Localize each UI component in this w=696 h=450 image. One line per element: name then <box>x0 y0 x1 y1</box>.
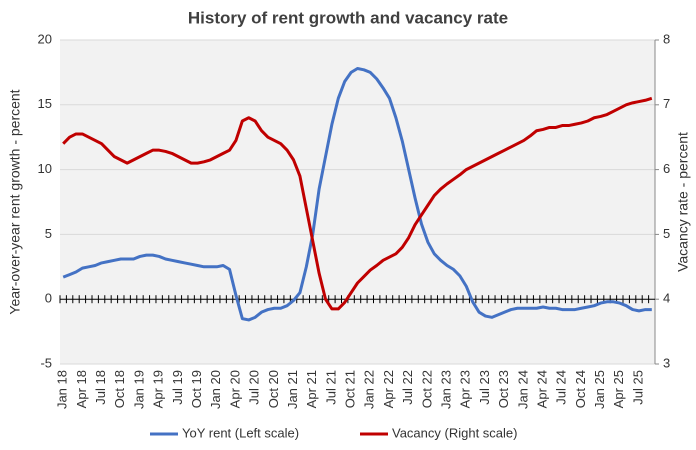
x-tick-label: Apr 24 <box>534 370 549 408</box>
x-tick-label: Jul 23 <box>477 370 492 405</box>
x-tick-label: Oct 22 <box>419 370 434 408</box>
x-tick-label: Apr 21 <box>304 370 319 408</box>
y2-tick-label: 5 <box>663 226 670 241</box>
chart-title: History of rent growth and vacancy rate <box>188 8 508 27</box>
x-tick-label: Jan 23 <box>439 370 454 409</box>
x-tick-label: Jul 19 <box>170 370 185 405</box>
x-tick-label: Oct 19 <box>189 370 204 408</box>
x-tick-label: Jan 22 <box>362 370 377 409</box>
x-tick-label: Jul 22 <box>400 370 415 405</box>
x-tick-label: Apr 20 <box>227 370 242 408</box>
y-tick-label: 15 <box>38 96 52 111</box>
y-tick-label: 5 <box>45 226 52 241</box>
x-tick-label: Jan 18 <box>55 370 70 409</box>
y2-axis-label: Vacancy rate - percent <box>675 132 691 272</box>
x-tick-label: Jan 24 <box>515 370 530 409</box>
plot-area <box>60 40 655 364</box>
legend-label: Vacancy (Right scale) <box>392 425 517 440</box>
line-series <box>62 67 652 322</box>
y-tick-label: 20 <box>38 31 52 46</box>
line-series <box>62 96 653 311</box>
y2-tick-label: 3 <box>663 355 670 370</box>
x-tick-label: Jul 20 <box>247 370 262 405</box>
x-tick-label: Jul 24 <box>554 370 569 405</box>
x-tick-label: Jan 21 <box>285 370 300 409</box>
x-tick-label: Oct 23 <box>496 370 511 408</box>
y2-tick-label: 4 <box>663 291 670 306</box>
x-tick-label: Jul 25 <box>630 370 645 405</box>
x-tick-label: Jul 21 <box>323 370 338 405</box>
x-tick-label: Jan 20 <box>208 370 223 409</box>
y-axis-label: Year-over-year rent growth - percent <box>7 89 23 314</box>
x-tick-label: Jan 19 <box>131 370 146 409</box>
x-tick-label: Jan 25 <box>592 370 607 409</box>
x-tick-label: Apr 18 <box>74 370 89 408</box>
x-tick-label: Oct 18 <box>112 370 127 408</box>
x-tick-label: Apr 25 <box>611 370 626 408</box>
x-tick-label: Oct 20 <box>266 370 281 408</box>
y2-tick-label: 8 <box>663 31 670 46</box>
x-tick-label: Oct 21 <box>343 370 358 408</box>
y-tick-label: 10 <box>38 161 52 176</box>
y-tick-label: -5 <box>40 355 52 370</box>
y2-tick-label: 7 <box>663 96 670 111</box>
x-tick-label: Oct 24 <box>573 370 588 408</box>
y-tick-label: 0 <box>45 291 52 306</box>
x-tick-label: Apr 23 <box>458 370 473 408</box>
x-tick-label: Apr 22 <box>381 370 396 408</box>
legend-label: YoY rent (Left scale) <box>182 425 299 440</box>
y2-tick-label: 6 <box>663 161 670 176</box>
x-tick-label: Apr 19 <box>151 370 166 408</box>
x-tick-label: Jul 18 <box>93 370 108 405</box>
